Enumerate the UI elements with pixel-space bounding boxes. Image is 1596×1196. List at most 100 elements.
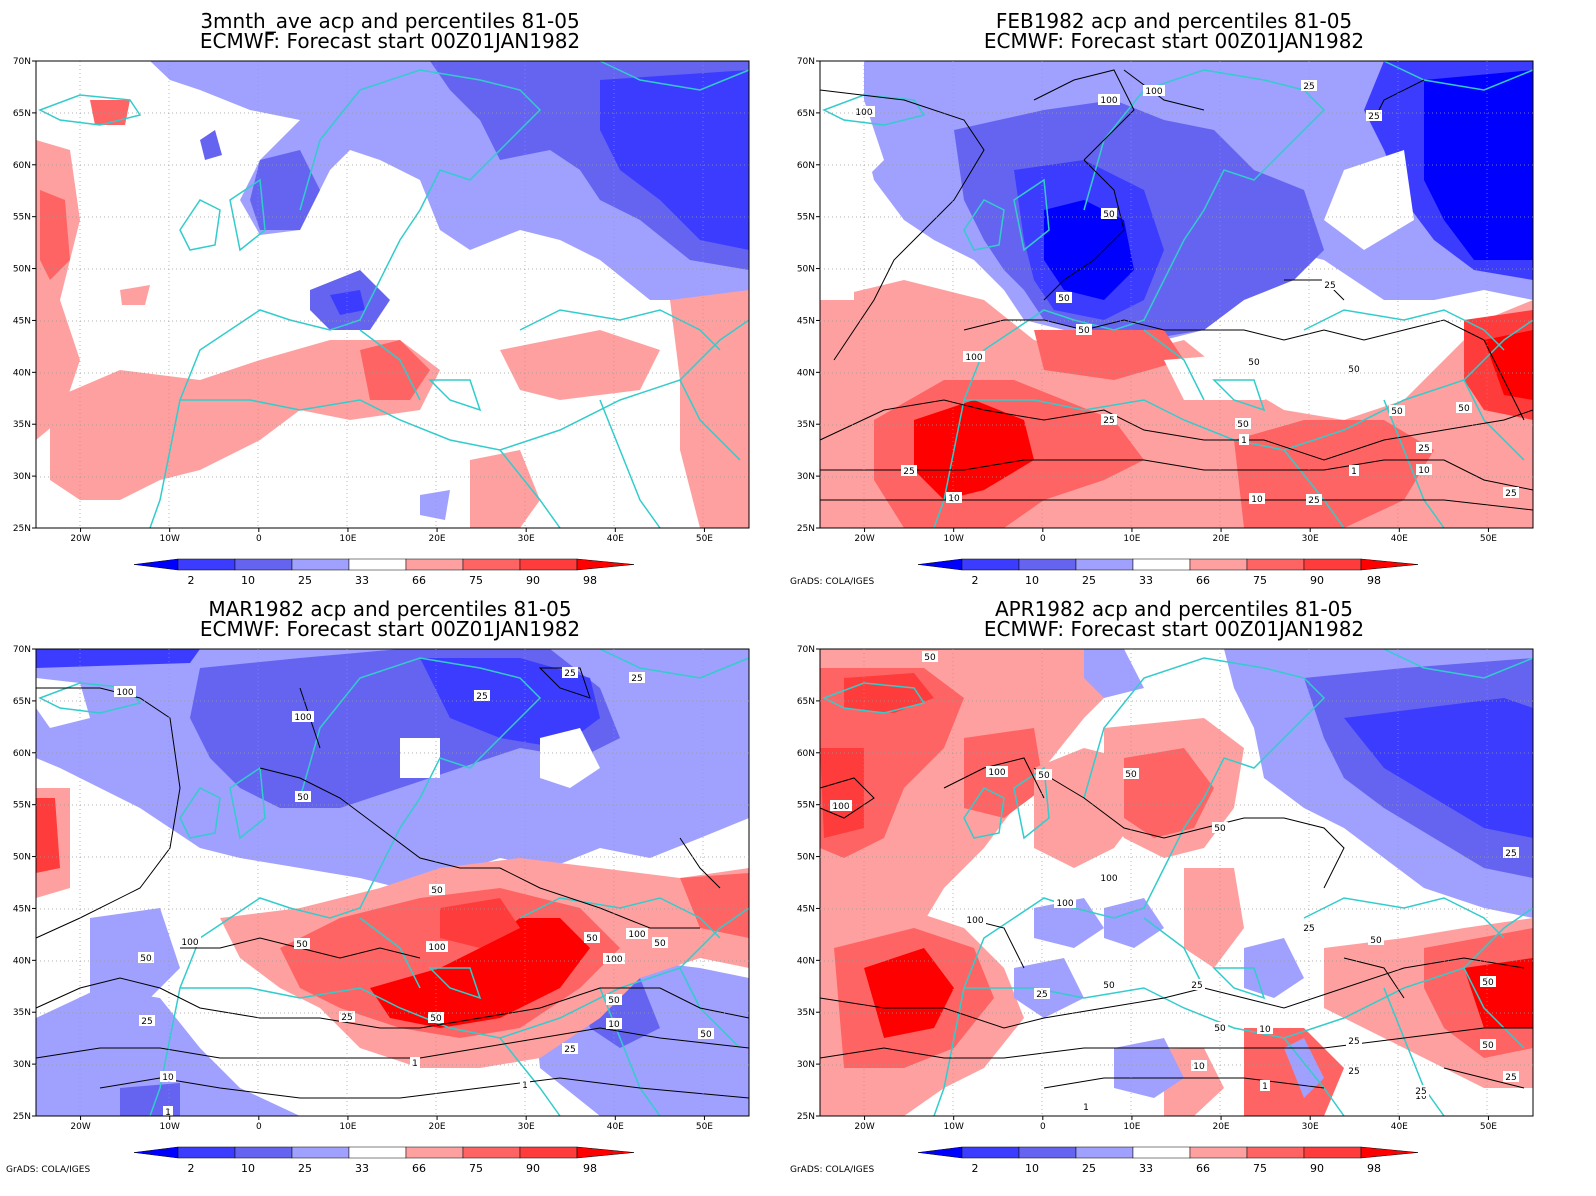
colorbar-segment — [348, 558, 407, 571]
contour-label: 10 — [1251, 495, 1263, 505]
contour-label-bg — [1249, 493, 1265, 504]
y-tick-label: 30N — [797, 472, 815, 482]
colorbar-label: 66 — [1196, 574, 1210, 587]
colorbar-segment — [961, 558, 1020, 571]
x-tick-label: 40E — [607, 534, 624, 544]
contour-label: 50 — [1103, 981, 1115, 991]
y-tick-label: 25N — [797, 524, 815, 534]
contour-label: 50 — [1391, 407, 1403, 417]
contour-label-bg — [163, 1106, 173, 1117]
colorbar-arrow-left — [917, 558, 963, 571]
colorbar-segment — [961, 1146, 1020, 1159]
contour-label: 10 — [162, 1073, 174, 1083]
contour-label: 50 — [924, 653, 936, 663]
contour-label: 50 — [586, 934, 598, 944]
y-tick-label: 25N — [13, 1112, 31, 1122]
contour-label-bg — [179, 936, 201, 947]
contour-label: 25 — [1036, 990, 1047, 1000]
contour-label: 25 — [1505, 489, 1516, 499]
colorbar-segment — [1018, 558, 1077, 571]
colorbar-label: 2 — [972, 1162, 979, 1175]
colorbar-segment — [291, 558, 350, 571]
x-tick-label: 20W — [854, 534, 874, 544]
contour-label-bg — [626, 928, 648, 939]
contour-label-bg — [1081, 1101, 1091, 1112]
y-tick-label: 50N — [797, 853, 815, 863]
colorbar-arrow-left — [133, 558, 179, 571]
y-tick-label: 60N — [13, 749, 31, 759]
contour-label-bg — [294, 938, 310, 949]
colorbar-arrow-right — [576, 558, 635, 571]
contour-label-bg — [1212, 822, 1228, 833]
y-tick-label: 25N — [797, 1112, 815, 1122]
y-tick-label: 65N — [13, 697, 31, 707]
y-tick-label: 60N — [797, 749, 815, 759]
map-area — [819, 648, 1534, 1117]
x-tick-label: 10W — [160, 534, 180, 544]
contour-label-bg — [1239, 434, 1249, 445]
y-tick-label: 65N — [13, 109, 31, 119]
x-tick-label: 10E — [1123, 1122, 1140, 1132]
colorbar-segment — [405, 558, 464, 571]
panel-title-line1: APR1982 acp and percentiles 81-05 — [995, 597, 1353, 621]
contour-label: 50 — [700, 1030, 712, 1040]
colorbar-label: 10 — [241, 574, 255, 587]
y-tick-label: 30N — [13, 1060, 31, 1070]
contour-label-bg — [1143, 85, 1165, 96]
x-tick-label: 20W — [70, 534, 90, 544]
contour-label: 50 — [1237, 420, 1249, 430]
x-tick-label: 40E — [1391, 534, 1408, 544]
contour-label-bg — [1503, 847, 1519, 858]
colorbar-segment — [1246, 1146, 1305, 1159]
colorbar-arrow-right — [1360, 558, 1419, 571]
contour-label: 100 — [966, 916, 983, 926]
colorbar-label: 98 — [583, 574, 597, 587]
contour-label: 1 — [1262, 1082, 1268, 1092]
contour-label: 10 — [1418, 466, 1430, 476]
contour-label-bg — [1416, 442, 1432, 453]
panel-title-line2: ECMWF: Forecast start 00Z01JAN1982 — [200, 617, 580, 641]
x-tick-label: 40E — [607, 1122, 624, 1132]
contour-label: 50 — [1125, 770, 1137, 780]
contour-label: 100 — [294, 713, 311, 723]
contour-label-bg — [1480, 976, 1496, 987]
contour-label-bg — [1480, 1039, 1496, 1050]
contour-label: 50 — [297, 793, 309, 803]
contour-label-bg — [160, 1071, 176, 1082]
contour-label-bg — [139, 1015, 155, 1026]
contour-label-bg — [1349, 465, 1359, 476]
contour-label-bg — [698, 1028, 714, 1039]
colorbar-label: 75 — [469, 1162, 483, 1175]
y-tick-label: 40N — [13, 956, 31, 966]
contour-label: 50 — [1482, 1041, 1494, 1051]
contour-label: 25 — [476, 692, 487, 702]
y-tick-label: 25N — [13, 524, 31, 534]
map-area — [35, 60, 750, 529]
y-tick-label: 35N — [13, 1008, 31, 1018]
x-tick-label: 10E — [1123, 534, 1140, 544]
contour-label-bg — [1212, 1022, 1228, 1033]
y-tick-label: 35N — [797, 420, 815, 430]
colorbar-segment — [1189, 1146, 1248, 1159]
colorbar-segment — [1018, 1146, 1077, 1159]
contour-label: 50 — [1103, 210, 1115, 220]
contour-label: 25 — [1415, 1087, 1426, 1097]
colorbar-label: 10 — [1025, 1162, 1039, 1175]
contour-label-bg — [562, 667, 578, 678]
x-tick-label: 30E — [1302, 534, 1319, 544]
panel-title-line2: ECMWF: Forecast start 00Z01JAN1982 — [200, 29, 580, 53]
contour-label-bg — [1056, 292, 1072, 303]
contour-label-bg — [830, 800, 852, 811]
colorbar-arrow-left — [917, 1146, 963, 1159]
contour-label-bg — [474, 690, 490, 701]
y-tick-labels: 70N 65N 60N 55N 50N 45N 40N 35N 30N 25N — [797, 645, 820, 1122]
contour-label: 25 — [631, 674, 642, 684]
y-tick-label: 45N — [797, 904, 815, 914]
contour-label: 50 — [654, 939, 666, 949]
coastline — [38, 648, 750, 1117]
y-tick-label: 50N — [13, 853, 31, 863]
contour-label-bg — [853, 106, 875, 117]
contour-label-bg — [339, 1011, 355, 1022]
panel-3mnth-ave: 3mnth_ave acp and percentiles 81-05 ECMW… — [0, 0, 798, 598]
contour-label-bg — [1306, 494, 1322, 505]
